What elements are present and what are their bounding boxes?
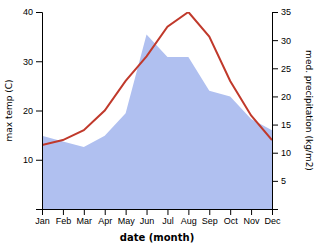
tick: Dec bbox=[264, 209, 281, 226]
tick-mark bbox=[36, 61, 42, 62]
tick-mark bbox=[272, 181, 278, 182]
tick: Jun bbox=[140, 209, 155, 226]
tick-label: 10 bbox=[23, 155, 33, 165]
line bbox=[42, 12, 272, 145]
tick-label: Apr bbox=[98, 216, 112, 226]
tick-label: 10 bbox=[281, 148, 291, 158]
tick-label: 40 bbox=[23, 7, 33, 17]
tick-label: Jan bbox=[35, 216, 50, 226]
tick: 40 bbox=[23, 7, 42, 17]
tick-mark bbox=[230, 209, 231, 215]
tick: Apr bbox=[98, 209, 112, 226]
tick: Oct bbox=[224, 209, 239, 226]
tick-mark bbox=[272, 68, 278, 69]
axis-line bbox=[36, 13, 43, 210]
tick-label: Jun bbox=[140, 216, 155, 226]
tick-label: 30 bbox=[281, 36, 291, 46]
tick-mark bbox=[147, 209, 148, 215]
tick-mark bbox=[84, 209, 85, 215]
chart: Jan Feb Mar Apr May Jun Jul Aug Sep Oct NovDec 10 20… bbox=[0, 0, 318, 247]
x-axis: Jan Feb Mar Apr May Jun Jul Aug Sep Oct NovDec bbox=[35, 209, 281, 226]
tick-label: Dec bbox=[264, 216, 281, 226]
tick: Mar bbox=[77, 209, 93, 226]
tick-label: Feb bbox=[56, 216, 72, 226]
tick-mark bbox=[126, 209, 127, 215]
tick-mark bbox=[105, 209, 106, 215]
tick-mark bbox=[167, 209, 168, 215]
tick-mark bbox=[272, 12, 278, 13]
tick-label: Nov bbox=[244, 216, 261, 226]
tick: 25 bbox=[272, 64, 291, 74]
tick-label: 30 bbox=[23, 57, 33, 67]
tick: 20 bbox=[272, 92, 291, 102]
y2-axis: 5 10 15 20 25 30 35 bbox=[272, 7, 291, 209]
tick: 5 bbox=[272, 176, 286, 186]
tick: 30 bbox=[23, 57, 42, 67]
tick-mark bbox=[36, 111, 42, 112]
tick: Sep bbox=[202, 209, 218, 226]
tick-label: Sep bbox=[202, 216, 218, 226]
tick-label: 20 bbox=[23, 106, 33, 116]
tick-label: 20 bbox=[281, 92, 291, 102]
tick: 35 bbox=[272, 7, 291, 17]
tick: 10 bbox=[272, 148, 291, 158]
tick: May bbox=[118, 209, 136, 226]
tick-label: 15 bbox=[281, 120, 291, 130]
tick: Nov bbox=[244, 209, 261, 226]
tick-mark bbox=[36, 12, 42, 13]
tick-mark bbox=[272, 125, 278, 126]
tick-mark bbox=[209, 209, 210, 215]
tick-mark bbox=[36, 160, 42, 161]
tick-mark bbox=[272, 96, 278, 97]
plot: Jan Feb Mar Apr May Jun Jul Aug Sep Oct NovDec 10 20… bbox=[4, 7, 314, 243]
x-axis-title: date (month) bbox=[120, 232, 194, 243]
tick-label: 35 bbox=[281, 7, 291, 17]
tick-label: May bbox=[118, 216, 136, 226]
tick: Aug bbox=[181, 209, 197, 226]
tick-label: 5 bbox=[281, 176, 286, 186]
area bbox=[42, 35, 272, 209]
tick-mark bbox=[251, 209, 252, 215]
tick-mark bbox=[188, 209, 189, 215]
tick-mark bbox=[63, 209, 64, 215]
tick-label: Jul bbox=[162, 216, 174, 226]
y-axis-title: max temp (C) bbox=[4, 79, 14, 141]
axis-line bbox=[273, 13, 279, 210]
tick-label: 25 bbox=[281, 64, 291, 74]
tick-label: Mar bbox=[77, 216, 93, 226]
y2-axis-title: med. precipitation (kg/m2) bbox=[304, 50, 314, 171]
tick: 20 bbox=[23, 106, 42, 116]
tick: Jul bbox=[162, 209, 174, 226]
tick-mark bbox=[272, 153, 278, 154]
axis-line bbox=[43, 210, 273, 216]
tick: 15 bbox=[272, 120, 291, 130]
tick-mark bbox=[272, 40, 278, 41]
marks bbox=[42, 12, 272, 209]
tick: 10 bbox=[23, 155, 42, 165]
tick-label: Aug bbox=[181, 216, 197, 226]
y-axis: 10 20 30 40 bbox=[23, 7, 43, 209]
tick-label: Oct bbox=[224, 216, 239, 226]
tick: 30 bbox=[272, 36, 291, 46]
tick: Jan bbox=[35, 209, 50, 226]
tick: Feb bbox=[56, 209, 72, 226]
